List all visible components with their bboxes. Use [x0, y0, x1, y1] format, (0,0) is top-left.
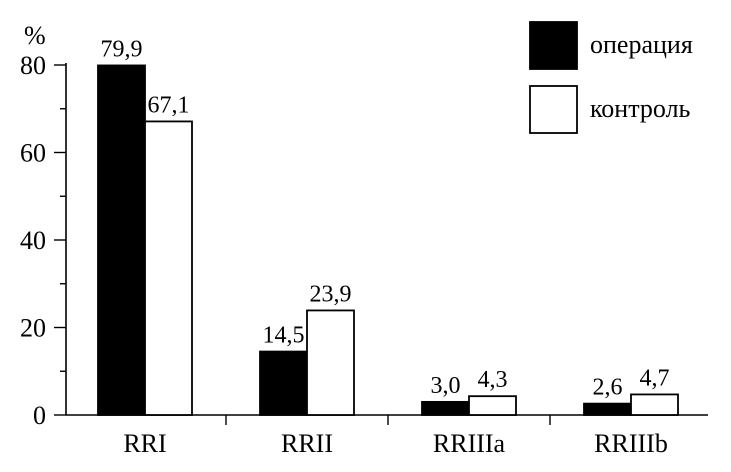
y-axis: % 0 20 40 60 80: [20, 21, 67, 430]
data-label-operation-RRII: 14,5: [263, 323, 305, 349]
data-label-operation-RRI: 79,9: [101, 36, 143, 62]
bar-operation-RRIIIb: [583, 402, 632, 416]
data-label-operation-RRIIIa: 3,0: [431, 373, 461, 399]
data-label-operation-RRIIIb: 2,6: [593, 375, 623, 401]
x-axis: RRI RRII RRIIIa RRIIIb: [66, 414, 708, 458]
bar-operation-RRI: [97, 64, 146, 416]
x-category-label: RRIIIa: [433, 429, 506, 458]
x-category-label: RRII: [281, 429, 333, 458]
y-unit-label: %: [24, 21, 46, 50]
bar-operation-RRIIIa: [421, 400, 470, 416]
data-label-control-RRII: 23,9: [310, 281, 352, 307]
y-tick-label: 20: [20, 314, 46, 343]
legend-label-operation: операция: [590, 30, 693, 59]
bars: [97, 64, 679, 416]
y-tick-label: 40: [20, 226, 46, 255]
x-category-label: RRIIIb: [594, 429, 668, 458]
y-tick-label: 60: [20, 139, 46, 168]
bar-control-RRII: [306, 309, 355, 416]
legend-label-control: контроль: [590, 94, 691, 123]
legend-swatch-control: [529, 85, 578, 134]
x-category-label: RRI: [123, 429, 166, 458]
bar-control-RRIIIa: [468, 395, 517, 416]
data-labels: 79,9 67,1 14,523,9 3,0 4,3 2,6 4,7: [101, 36, 670, 400]
bar-control-RRIIIb: [630, 393, 679, 416]
bar-control-RRI: [144, 120, 193, 416]
y-tick-label: 0: [33, 401, 46, 430]
data-label-control-RRIIIa: 4,3: [478, 367, 508, 393]
legend-swatch-operation: [529, 21, 578, 70]
bar-operation-RRII: [259, 350, 308, 416]
legend: операция контроль: [529, 21, 693, 134]
data-label-control-RRIIIb: 4,7: [640, 365, 670, 391]
data-label-control-RRI: 67,1: [148, 92, 190, 118]
y-tick-label: 80: [20, 51, 46, 80]
